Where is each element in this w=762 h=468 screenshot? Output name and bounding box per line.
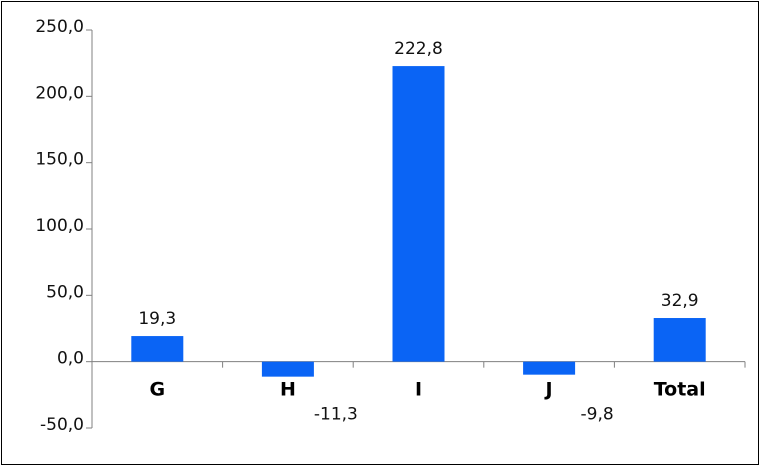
y-tick-label: 200,0 [35, 83, 84, 103]
category-label: I [415, 379, 422, 401]
y-tick-label: -50,0 [40, 415, 84, 435]
bar-h [261, 361, 314, 377]
y-tick-label: 150,0 [35, 150, 84, 170]
data-label: -11,3 [314, 405, 358, 425]
y-tick-label: 250,0 [35, 17, 84, 37]
category-label: J [544, 379, 553, 401]
y-tick-label: 50,0 [46, 282, 84, 302]
bar-g [131, 336, 184, 362]
bars [131, 66, 706, 377]
category-label: Total [654, 379, 706, 401]
data-label: -9,8 [581, 405, 614, 425]
bar-i [392, 66, 445, 362]
data-label: 222,8 [394, 39, 443, 59]
y-tick-label: 0,0 [57, 349, 84, 369]
y-axis-ticks: 250,0 200,0 150,0 100,0 50,0 0,0 -50,0 [35, 17, 746, 435]
data-label: 19,3 [138, 309, 176, 329]
bar-j [523, 361, 576, 375]
category-label: H [280, 379, 296, 401]
data-label: 32,9 [661, 291, 699, 311]
y-tick-label: 100,0 [35, 216, 84, 236]
labels: G 19,3 H -11,3 I 222,8 J -9,8 Total 32,9 [138, 39, 705, 425]
bar-total [653, 318, 706, 362]
category-label: G [149, 379, 165, 401]
